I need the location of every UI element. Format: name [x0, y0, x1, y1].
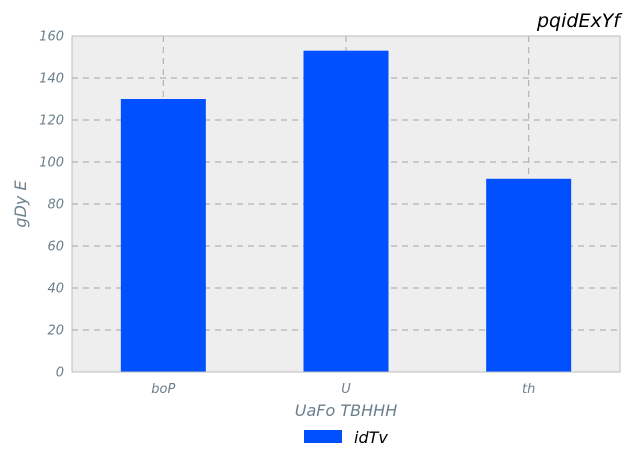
y-tick-label: 0	[56, 366, 64, 381]
legend-swatch	[304, 430, 342, 443]
y-tick-label: 60	[47, 240, 64, 255]
plot-frame	[71, 35, 621, 373]
bar-boP	[120, 99, 206, 372]
y-axis-label: gDy E	[11, 180, 30, 228]
y-tick-label: 100	[39, 156, 64, 171]
y-axis-ticks: 0 20 40 60 80 100 120 140 160	[39, 30, 64, 381]
x-tick-label: U	[341, 382, 351, 397]
bars	[120, 50, 572, 372]
x-tick-label: boP	[151, 382, 175, 397]
y-tick-label: 140	[39, 72, 64, 87]
legend-label: idTv	[354, 428, 388, 447]
y-tick-label: 40	[47, 282, 64, 297]
y-tick-label: 80	[47, 198, 64, 213]
y-tick-label: 160	[39, 30, 64, 45]
y-tick-label: 120	[39, 114, 64, 129]
chart-title: pqidExYf	[536, 10, 623, 32]
x-axis-label: UaFo TBHHH	[295, 401, 397, 420]
bar-th	[486, 178, 572, 372]
bar-U	[303, 50, 389, 372]
x-tick-label: th	[522, 382, 535, 397]
legend: idTv	[304, 428, 388, 447]
y-tick-label: 20	[47, 324, 64, 339]
